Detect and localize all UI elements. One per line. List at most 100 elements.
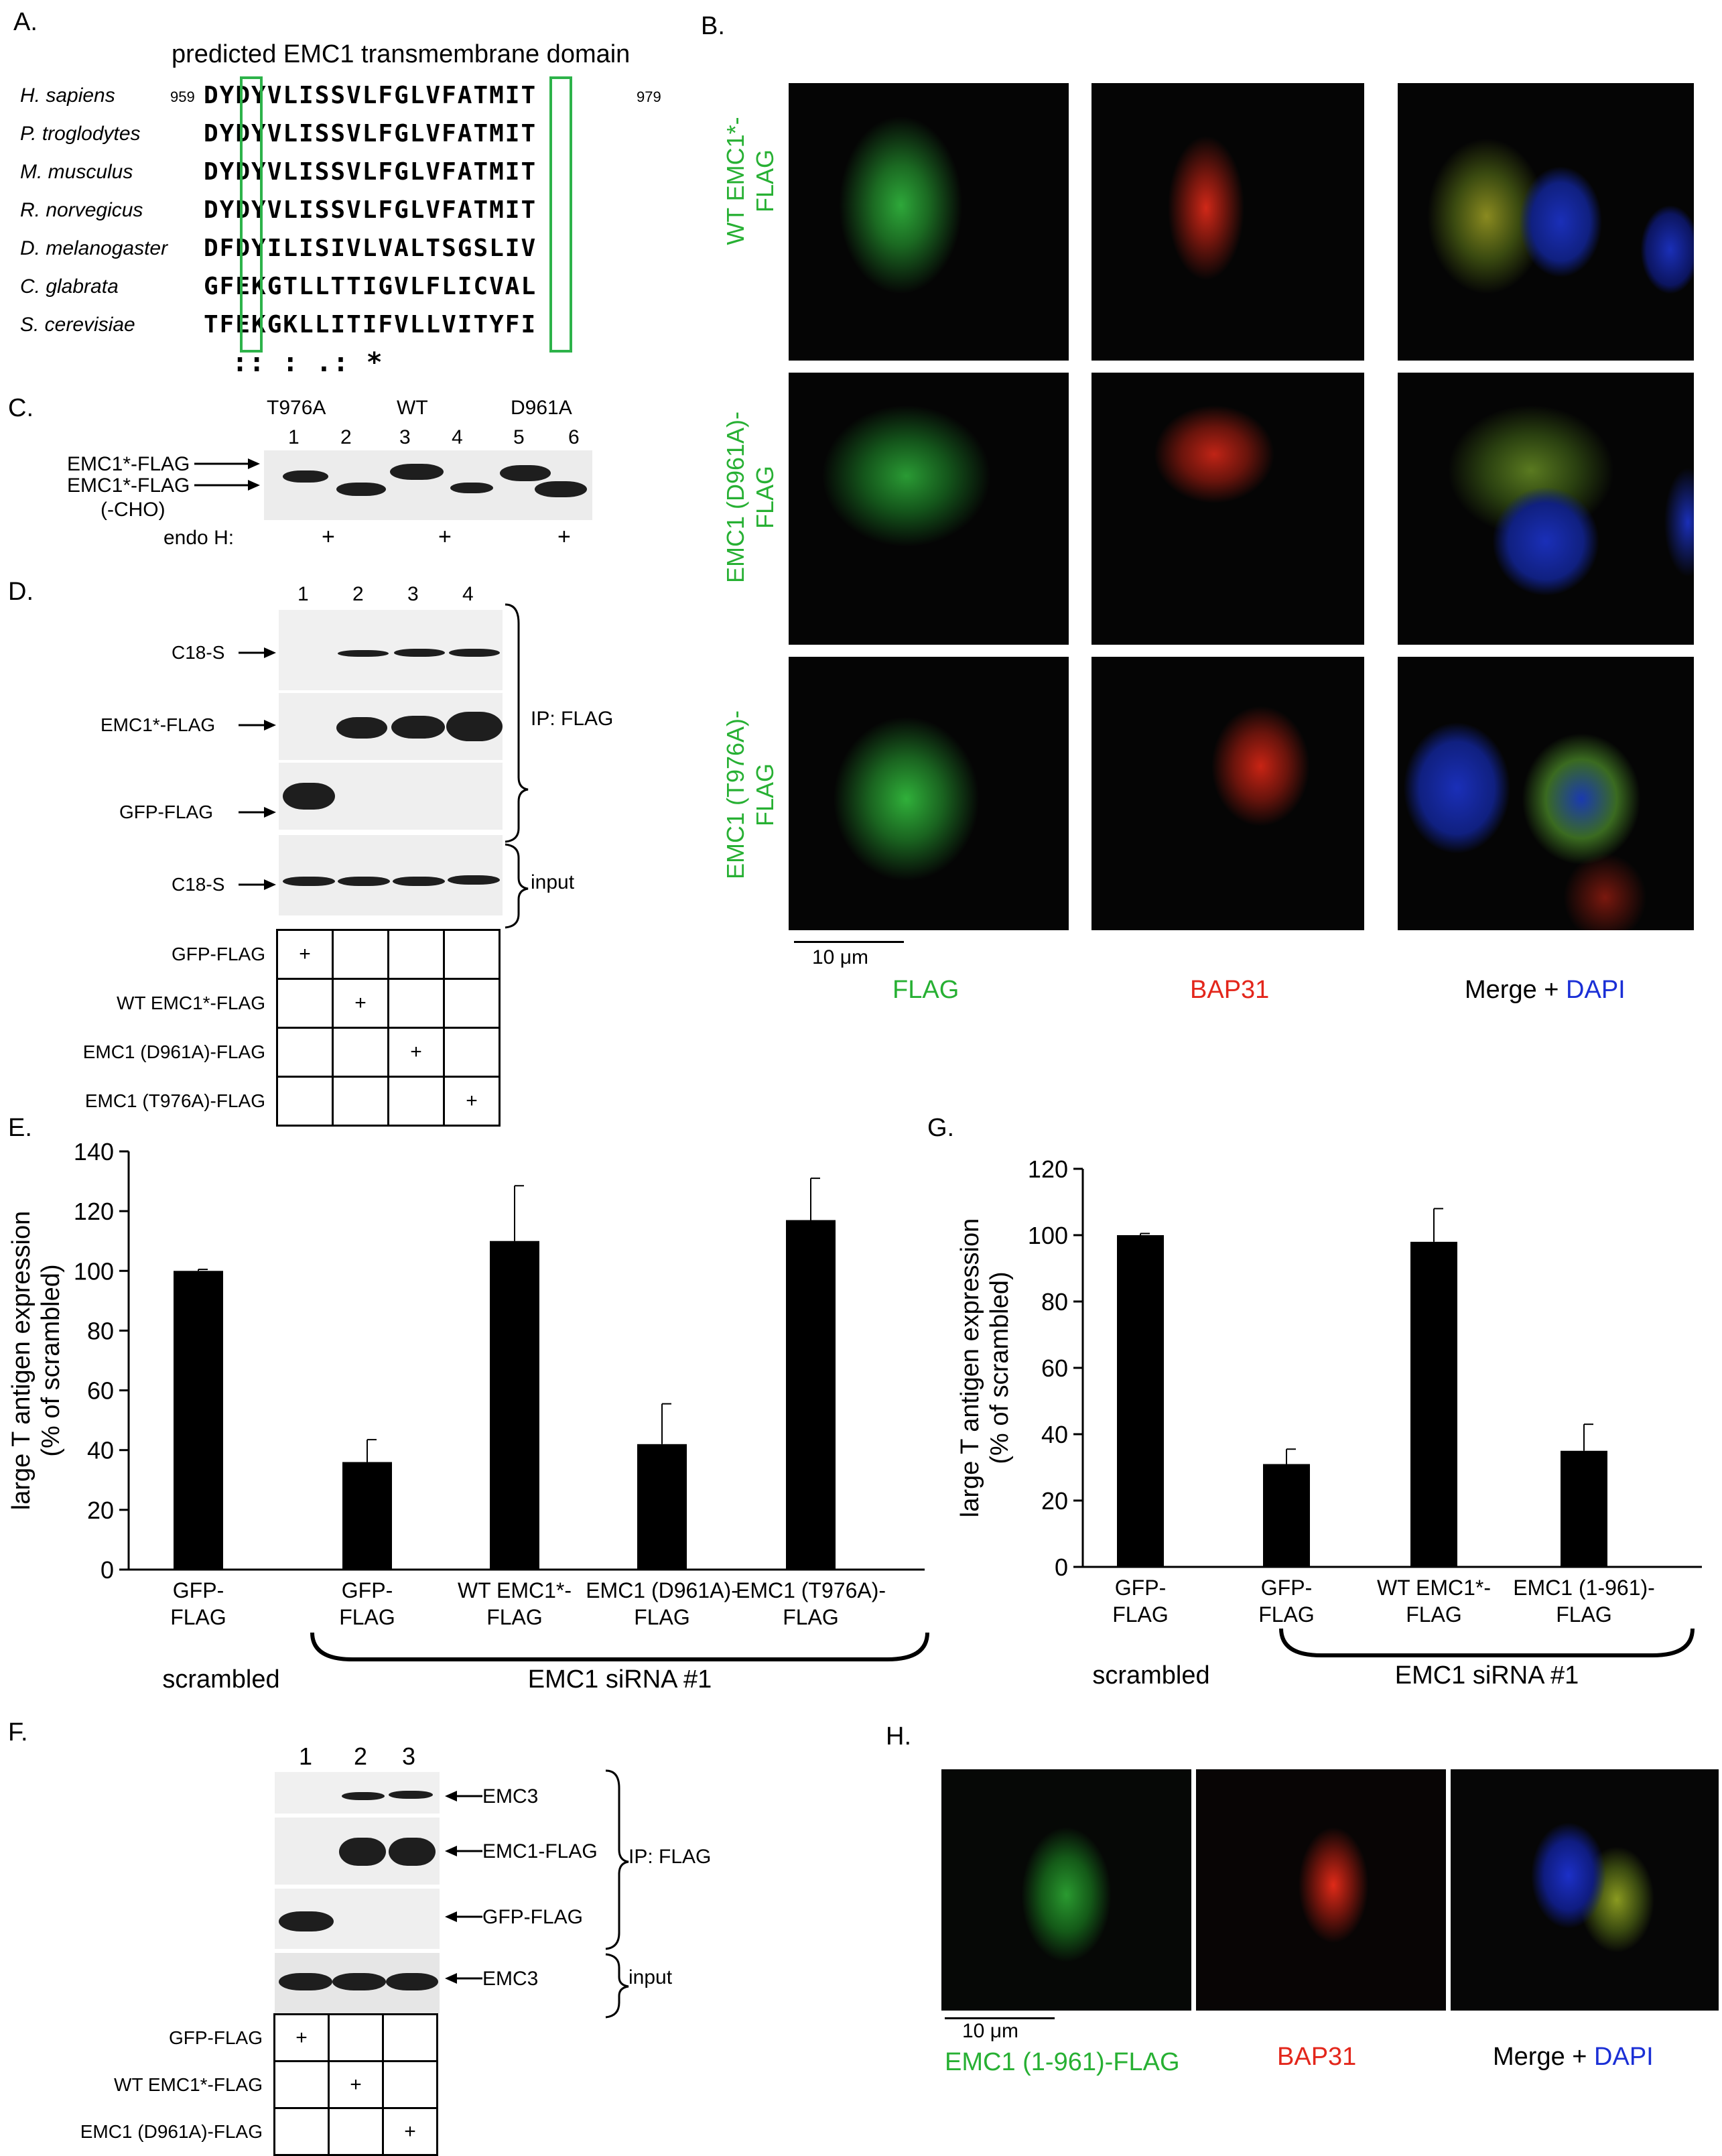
d-arrows bbox=[239, 647, 276, 890]
band-lane5 bbox=[500, 465, 551, 481]
panel-b-letter: B. bbox=[701, 12, 725, 40]
species-label: D. melanogaster bbox=[20, 237, 168, 259]
endo-plus-2: + bbox=[322, 524, 335, 550]
d-row-label: WT EMC1*-FLAG bbox=[117, 993, 265, 1013]
category-label: FLAG bbox=[1112, 1602, 1169, 1627]
y-tick-label: 60 bbox=[1041, 1354, 1068, 1382]
band-lane4 bbox=[450, 483, 493, 493]
category-label: FLAG bbox=[1258, 1602, 1315, 1627]
b-row-label-line: WT EMC1*- bbox=[722, 117, 749, 245]
group-label-sirna: EMC1 siRNA #1 bbox=[1395, 1661, 1579, 1690]
conserved-residue-box-d961 bbox=[240, 76, 263, 353]
f-blot-emc3-ip bbox=[275, 1772, 440, 1814]
d-label-c18s-input: C18-S bbox=[172, 874, 225, 895]
species-label: R. norvegicus bbox=[20, 199, 143, 221]
d-cell bbox=[332, 1027, 389, 1078]
b-d961a-merge bbox=[1398, 373, 1694, 645]
f-arrows bbox=[445, 1791, 482, 1984]
band bbox=[342, 1792, 385, 1800]
h-bap31 bbox=[1196, 1769, 1446, 2011]
d-blot-emc1-ip bbox=[279, 693, 503, 760]
bar bbox=[637, 1444, 687, 1570]
f-blot-emc1-ip bbox=[275, 1818, 440, 1885]
group-d961a: D961A bbox=[511, 397, 572, 419]
d-cell: + bbox=[332, 978, 389, 1029]
b-col-bap31: BAP31 bbox=[1190, 976, 1270, 1004]
category-label: FLAG bbox=[170, 1605, 226, 1629]
y-tick-label: 0 bbox=[101, 1556, 114, 1584]
f-input: input bbox=[628, 1966, 673, 1988]
f-lane-1: 1 bbox=[299, 1742, 313, 1770]
endo-plus-6: + bbox=[557, 524, 571, 550]
band bbox=[283, 783, 335, 810]
d-label-emc1: EMC1*-FLAG bbox=[101, 714, 216, 735]
b-scale-bar bbox=[794, 941, 904, 943]
y-axis-label: large T antigen expression bbox=[956, 1218, 984, 1517]
band bbox=[279, 1973, 332, 1990]
f-cell: + bbox=[273, 2013, 330, 2062]
chart-e: 0 20 40 60 80 100 120 140 large T antigen expres… bbox=[7, 1138, 929, 1694]
b-row-label-t976a: EMC1 (T976A)- FLAG bbox=[721, 681, 780, 909]
category-label: GFP- bbox=[342, 1578, 393, 1602]
c-lane-number: 5 bbox=[513, 426, 525, 448]
sequence-row: DFDYILISIVLVALTSGSLIV bbox=[204, 235, 537, 262]
species-label: M. musculus bbox=[20, 161, 133, 183]
band bbox=[339, 1838, 386, 1866]
c-lane-number: 4 bbox=[452, 426, 463, 448]
d-row-label: EMC1 (T976A)-FLAG bbox=[84, 1090, 265, 1111]
b-row-label-line: FLAG bbox=[751, 465, 779, 529]
d-row-label: GFP-FLAG bbox=[171, 944, 265, 964]
band bbox=[338, 650, 389, 657]
b-d961a-bap31 bbox=[1091, 373, 1364, 645]
b-row-label-line: FLAG bbox=[751, 149, 779, 213]
c-lane-number: 2 bbox=[340, 426, 352, 448]
d-blot-c18s-ip bbox=[279, 610, 503, 690]
band bbox=[393, 877, 445, 886]
category-label: WT EMC1*- bbox=[458, 1578, 572, 1602]
category-label: FLAG bbox=[486, 1605, 543, 1629]
h-col-flag: EMC1 (1-961)-FLAG bbox=[945, 2048, 1180, 2076]
h-flag bbox=[941, 1769, 1191, 2011]
f-transfection-table: GFP-FLAG + WT EMC1*-FLAG + EMC1 (D961A)-… bbox=[43, 2013, 438, 2156]
panel-d-letter: D. bbox=[8, 578, 34, 606]
endo-h-label: endo H: bbox=[163, 527, 235, 549]
b-t976a-merge bbox=[1398, 657, 1694, 930]
f-blot-emc3-input bbox=[275, 1953, 440, 2013]
band-lane1 bbox=[283, 470, 328, 483]
bar bbox=[490, 1241, 539, 1570]
d-cell: + bbox=[443, 1076, 501, 1127]
d-cell: + bbox=[276, 929, 334, 980]
h-scale-label: 10 μm bbox=[962, 2020, 1018, 2042]
seq-end-number: 979 bbox=[637, 88, 661, 105]
category-label: GFP- bbox=[173, 1578, 224, 1602]
band bbox=[283, 877, 335, 886]
panel-a-letter: A. bbox=[13, 8, 38, 36]
d-input: input bbox=[531, 871, 575, 893]
panel-g-letter: G. bbox=[927, 1114, 955, 1142]
group-t976a: T976A bbox=[267, 397, 326, 419]
f-cell: + bbox=[328, 2060, 384, 2109]
category-label: EMC1 (T976A)- bbox=[736, 1578, 886, 1602]
category-label: FLAG bbox=[339, 1605, 395, 1629]
b-wt-flag bbox=[789, 83, 1069, 361]
y-axis-label: large T antigen expression bbox=[7, 1211, 36, 1510]
c-label-glyco: EMC1*-FLAG bbox=[67, 453, 190, 475]
endoh-blot bbox=[264, 450, 592, 520]
group-label-scrambled: scrambled bbox=[1092, 1661, 1209, 1690]
b-row-label-d961a: EMC1 (D961A)- FLAG bbox=[721, 383, 780, 611]
y-tick-label: 0 bbox=[1055, 1553, 1068, 1581]
d-transfection-table: GFP-FLAG + WT EMC1*-FLAG + EMC1 (D961A)-… bbox=[51, 929, 501, 1127]
chart-g: 0 20 40 60 80 100 120 large T antigen expressio… bbox=[956, 1155, 1702, 1690]
b-row-label-wt: WT EMC1*- FLAG bbox=[721, 80, 780, 281]
f-cell bbox=[382, 2013, 438, 2062]
band-lane2 bbox=[336, 483, 386, 496]
d-lane-3: 3 bbox=[407, 583, 419, 605]
f-row-label: EMC1 (D961A)-FLAG bbox=[80, 2120, 263, 2142]
f-row-label: WT EMC1*-FLAG bbox=[114, 2074, 263, 2095]
h-col-bap31: BAP31 bbox=[1277, 2043, 1357, 2071]
band bbox=[389, 1791, 433, 1799]
y-tick-label: 40 bbox=[1041, 1421, 1068, 1448]
group-brace bbox=[310, 1632, 929, 1661]
group-label-sirna: EMC1 siRNA #1 bbox=[528, 1665, 712, 1694]
y-tick-label: 60 bbox=[87, 1377, 114, 1405]
